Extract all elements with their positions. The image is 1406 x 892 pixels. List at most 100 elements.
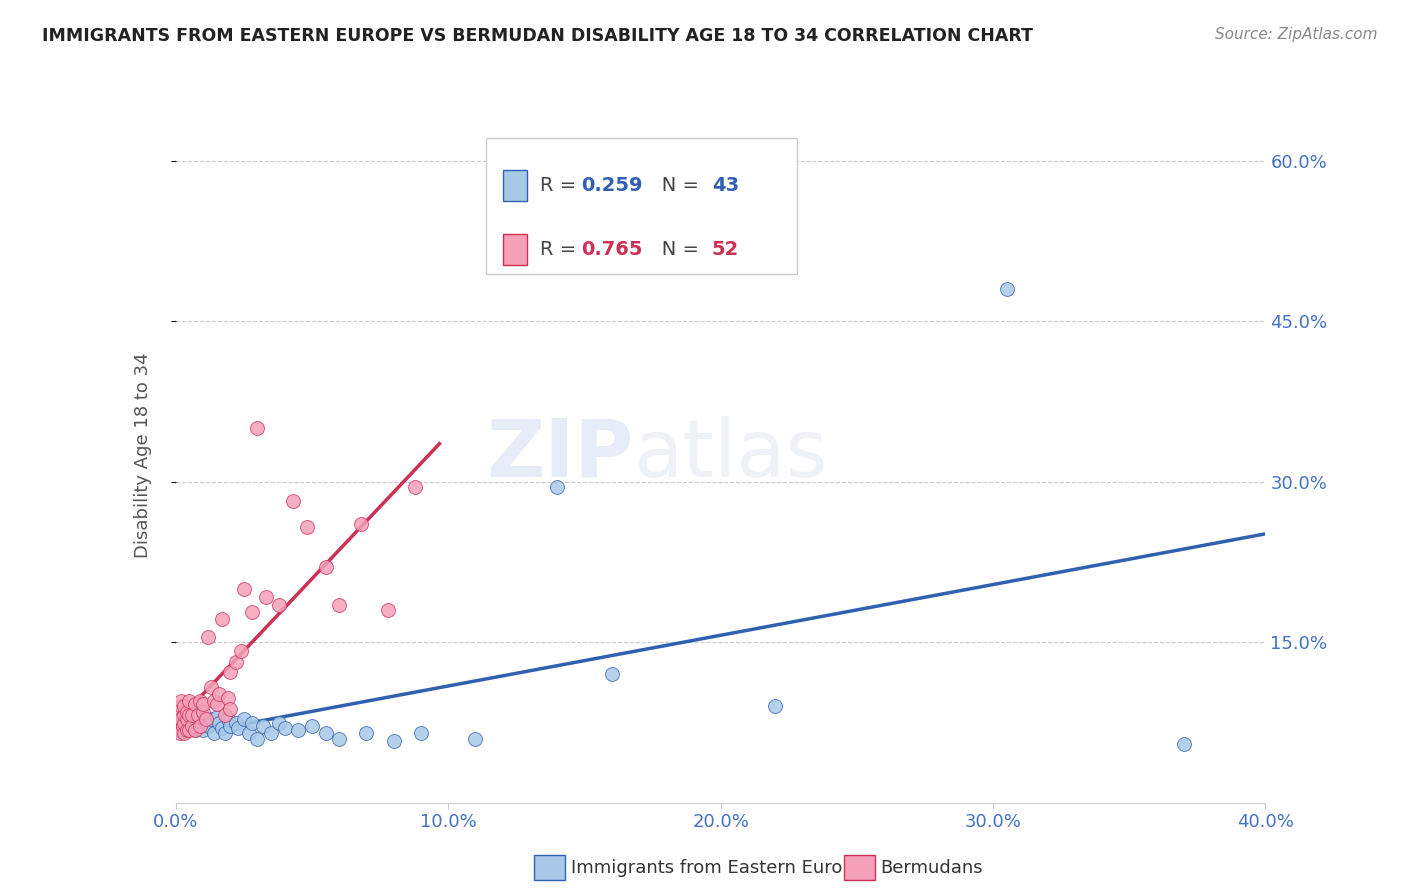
Point xyxy=(274,721,297,735)
Text: N =: N = xyxy=(643,240,706,259)
Point xyxy=(219,719,242,733)
Point xyxy=(170,712,193,726)
Point xyxy=(1173,737,1195,751)
Point xyxy=(173,715,195,730)
Point xyxy=(200,680,222,694)
Point xyxy=(287,723,309,737)
Point xyxy=(172,719,194,733)
FancyBboxPatch shape xyxy=(503,170,527,202)
Point xyxy=(184,698,207,712)
Point xyxy=(197,719,219,733)
FancyBboxPatch shape xyxy=(503,234,527,265)
Point xyxy=(254,591,277,605)
Point xyxy=(167,708,190,723)
Point xyxy=(166,721,188,735)
Point xyxy=(176,710,198,724)
Point xyxy=(315,726,337,740)
Point xyxy=(232,582,254,596)
Point xyxy=(252,719,274,733)
Point xyxy=(205,698,228,712)
Point xyxy=(181,719,204,733)
Point xyxy=(356,726,378,740)
Point xyxy=(200,712,222,726)
Point xyxy=(409,726,432,740)
Point xyxy=(173,708,195,723)
Text: R =: R = xyxy=(540,240,582,259)
Point xyxy=(179,708,201,723)
Point xyxy=(350,517,373,532)
Point xyxy=(188,715,211,730)
Point xyxy=(202,726,225,740)
Point xyxy=(181,708,204,723)
Point xyxy=(295,519,318,533)
Point xyxy=(208,687,231,701)
Point xyxy=(214,726,236,740)
Point xyxy=(214,708,236,723)
Point xyxy=(246,421,269,435)
Point xyxy=(546,480,568,494)
Point xyxy=(228,721,250,735)
Point xyxy=(995,282,1018,296)
Text: Bermudans: Bermudans xyxy=(880,859,983,877)
Point xyxy=(246,731,269,746)
Point xyxy=(202,694,225,708)
Point xyxy=(167,715,190,730)
Point xyxy=(181,712,204,726)
Text: N =: N = xyxy=(643,177,706,195)
Text: R =: R = xyxy=(540,177,582,195)
Text: Source: ZipAtlas.com: Source: ZipAtlas.com xyxy=(1215,27,1378,42)
Point xyxy=(208,715,231,730)
Point xyxy=(405,480,427,494)
Point xyxy=(301,719,323,733)
Text: atlas: atlas xyxy=(633,416,828,494)
Point xyxy=(211,721,233,735)
Point xyxy=(269,715,291,730)
Point xyxy=(232,712,254,726)
Text: 0.765: 0.765 xyxy=(581,240,643,259)
Point xyxy=(225,715,247,730)
Point xyxy=(219,701,242,715)
Point xyxy=(211,612,233,626)
Point xyxy=(197,630,219,644)
Point xyxy=(231,644,253,658)
Point xyxy=(186,721,209,735)
Point xyxy=(173,699,195,714)
Point xyxy=(188,719,211,733)
Point xyxy=(219,665,242,680)
Text: IMMIGRANTS FROM EASTERN EUROPE VS BERMUDAN DISABILITY AGE 18 TO 34 CORRELATION C: IMMIGRANTS FROM EASTERN EUROPE VS BERMUD… xyxy=(42,27,1033,45)
Point xyxy=(191,698,214,712)
Point xyxy=(176,723,198,737)
Point xyxy=(173,726,195,740)
Point xyxy=(191,710,214,724)
Point xyxy=(315,560,337,574)
Point xyxy=(240,605,263,619)
Point xyxy=(191,705,214,719)
Point xyxy=(260,726,283,740)
FancyBboxPatch shape xyxy=(486,138,797,274)
Point xyxy=(176,712,198,726)
Point xyxy=(269,598,291,612)
Point xyxy=(179,723,201,737)
Point xyxy=(169,726,191,740)
Point xyxy=(217,712,239,726)
Text: 43: 43 xyxy=(711,177,740,195)
Point xyxy=(600,667,623,681)
Point xyxy=(186,708,209,723)
Point xyxy=(464,731,486,746)
Text: 0.259: 0.259 xyxy=(581,177,643,195)
Point xyxy=(238,726,260,740)
Text: ZIP: ZIP xyxy=(486,416,633,494)
Point xyxy=(186,708,209,723)
Point xyxy=(377,603,399,617)
Point xyxy=(179,719,201,733)
Point xyxy=(176,705,198,719)
Point xyxy=(170,694,193,708)
Point xyxy=(194,716,217,731)
Point xyxy=(179,694,201,708)
Point xyxy=(205,710,228,724)
Point xyxy=(184,723,207,737)
Point xyxy=(173,715,195,730)
Point xyxy=(328,598,350,612)
Point xyxy=(184,723,207,737)
Point xyxy=(225,655,247,669)
